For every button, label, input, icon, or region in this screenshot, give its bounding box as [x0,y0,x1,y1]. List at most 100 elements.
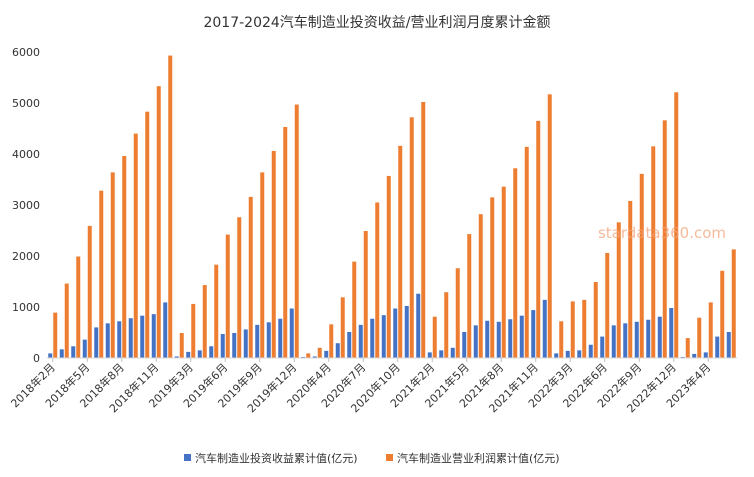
bar-series-2 [490,197,495,358]
bar-series-2 [237,217,242,358]
bar-series-1 [657,316,662,358]
bar-series-2 [651,146,656,358]
bar-series-2 [156,86,161,359]
bar-series-2 [536,120,541,358]
y-tick-label: 2000 [12,250,40,263]
bar-series-2 [352,261,357,358]
bar-series-2 [133,133,138,358]
bar-series-1 [71,346,76,358]
legend-label-series-2: 汽车制造业营业利润累计值(亿元) [397,451,560,465]
bar-series-2 [421,101,426,358]
bar-series-1 [151,314,156,358]
bar-series-1 [59,349,64,358]
bar-series-1 [715,336,720,358]
bar-series-1 [232,333,237,358]
bar-series-2 [283,126,288,358]
y-tick-label: 5000 [12,97,40,110]
bar-series-2 [731,249,736,358]
bar-series-2 [685,338,690,358]
bar-series-1 [140,315,145,358]
bar-series-2 [225,234,230,358]
bar-series-2 [524,146,529,358]
bar-series-2 [501,186,506,358]
bar-series-1 [48,353,53,358]
bar-series-2 [202,285,207,358]
bar-series-2 [662,120,667,358]
bar-series-1 [335,343,340,358]
bar-series-1 [197,350,202,358]
bar-series-1 [358,324,363,358]
bar-series-2 [386,175,391,358]
bar-series-1 [220,334,225,358]
bar-series-2 [53,312,58,358]
bar-series-2 [639,173,644,358]
watermark-text: stardata360.com [598,224,726,242]
bar-series-1 [117,321,122,358]
bar-series-1 [174,356,179,358]
bar-series-1 [623,323,628,358]
bar-series-2 [478,214,483,358]
bar-series-1 [485,320,490,358]
bar-series-2 [248,196,253,358]
bar-series-2 [191,303,196,358]
chart-title: 2017-2024汽车制造业投资收益/营业利润月度累计金额 [203,14,550,31]
bar-series-1 [105,323,110,358]
y-tick-label: 6000 [12,46,40,59]
bar-series-2 [674,92,679,358]
y-tick-label: 3000 [12,199,40,212]
bar-series-2 [294,104,299,358]
bar-series-1 [692,353,697,358]
bar-series-1 [347,331,352,358]
bar-series-1 [565,350,570,358]
legend: 汽车制造业投资收益累计值(亿元) 汽车制造业营业利润累计值(亿元) [184,451,560,465]
bar-series-1 [255,324,260,358]
bar-series-2 [179,333,184,358]
bar-series-1 [577,350,582,358]
bar-series-2 [340,297,345,358]
bar-series-2 [582,299,587,358]
bar-series-1 [289,308,294,358]
bar-series-2 [570,301,575,358]
bar-series-1 [278,318,283,358]
bar-series-1 [646,319,651,358]
bar-series-1 [128,318,133,358]
bar-series-2 [145,111,150,358]
bar-series-1 [94,327,99,358]
bar-series-1 [381,315,386,358]
y-tick-label: 4000 [12,148,40,161]
legend-label-series-1: 汽车制造业投资收益累计值(亿元) [195,451,358,465]
bar-series-2 [697,317,702,358]
bar-series-2 [76,256,81,358]
bar-series-1 [416,293,421,358]
bar-series-2 [260,172,265,358]
bar-series-2 [329,324,334,358]
bar-series-1 [554,353,559,358]
bar-series-1 [312,356,317,358]
bar-series-2 [110,172,115,358]
bar-series-1 [600,336,605,358]
bar-series-2 [605,252,610,358]
bar-series-1 [519,315,524,358]
bar-series-2 [64,283,69,358]
bar-series-2 [168,55,173,358]
bar-series-2 [593,282,598,358]
bar-series-1 [726,331,731,358]
bar-series-1 [680,356,685,358]
bar-series-1 [634,321,639,358]
bar-series-2 [306,353,311,358]
bars-group [48,55,736,359]
bar-series-1 [393,308,398,358]
bar-series-1 [611,325,616,358]
bar-series-2 [363,231,368,358]
bar-series-2 [513,168,518,358]
bar-series-2 [409,117,414,358]
bar-series-2 [616,222,621,358]
bar-series-1 [266,322,271,358]
bar-series-2 [455,268,460,358]
bar-series-1 [508,319,513,358]
bar-series-1 [370,318,375,358]
bar-series-1 [496,321,501,358]
bar-series-1 [473,325,478,358]
bar-series-2 [271,150,276,358]
